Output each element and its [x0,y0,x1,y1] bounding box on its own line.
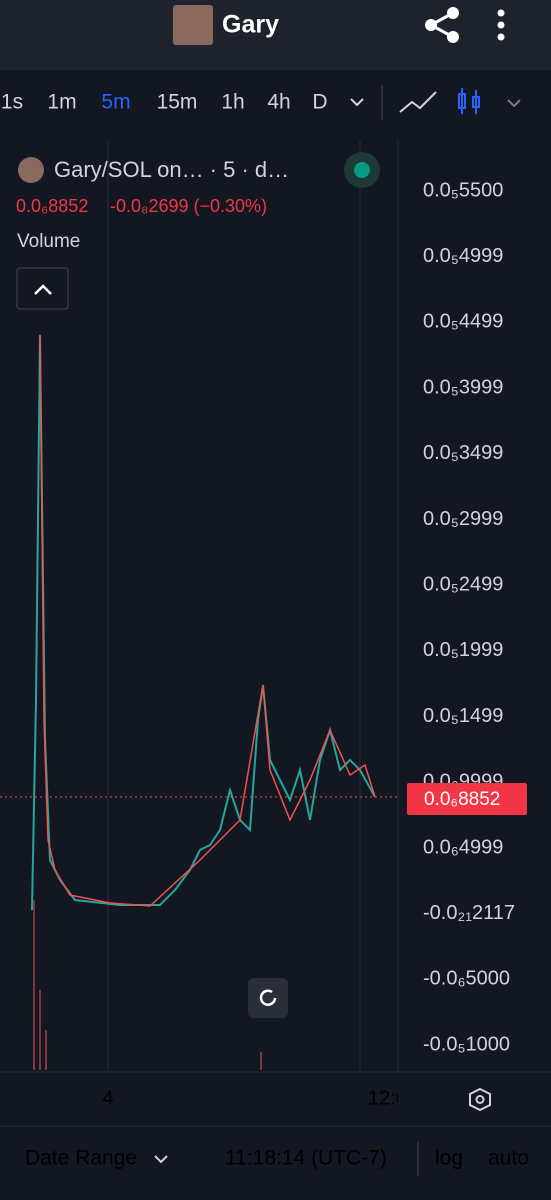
timeframe[interactable]: 1s [1,91,23,114]
price-label: 0.0₅4499 [423,311,503,333]
last-price-box [407,783,527,815]
title: Gary [222,11,279,39]
collapse-icon [34,284,52,295]
top-bar [0,0,551,70]
settings-icon[interactable] [469,1087,491,1112]
timeframe[interactable]: D [312,91,327,114]
timeframe[interactable]: 1m [47,91,76,114]
line-style[interactable] [399,91,437,113]
last-price: 0.0₆8852 [424,789,500,810]
reset-icon [259,989,277,1006]
dropdown[interactable] [507,99,521,108]
price-label: 0.0₅2999 [423,508,503,530]
grid [107,140,361,1070]
price-label: -0.0₅1000 [423,1033,510,1055]
volume-bars [33,900,262,1070]
timeframe[interactable]: 1h [221,91,244,114]
candle-style[interactable] [458,88,480,114]
chart-area [0,136,551,1126]
legend-price: 0.0₆8852 [16,196,88,216]
dropdown[interactable] [350,98,364,107]
collapse-button[interactable] [16,267,69,310]
price-label: 0.0₅4999 [423,245,503,267]
clock: 11:18:14 (UTC-7) [225,1147,387,1170]
share-icon[interactable] [425,7,459,43]
date-range[interactable]: Date Range [25,1147,137,1170]
price-label: 0.0₆4999 [423,836,503,858]
time-label: 4 [102,1087,113,1109]
legend-change: -0.0₈2699 (−0.30%) [110,196,267,216]
status-dot [354,162,370,178]
timeframe-bar: 1s 1m 5m 15m 1h 4h D [1,91,328,114]
symbol-icon [18,157,44,183]
price-line [39,334,376,907]
timeframe[interactable]: 4h [267,91,290,114]
price-label: -0.0₂₁2117 [423,902,515,924]
volume-label: Volume [17,231,80,252]
price-label: 0.0₅3999 [423,376,503,398]
price-line [31,334,376,911]
price-label: 0.0₅5500 [423,179,503,201]
dropdown[interactable] [154,1155,168,1164]
menu-icon[interactable] [497,9,505,41]
avatar [173,5,213,45]
price-label: -0.0₆5000 [423,968,510,990]
price-label: 0.0₅1499 [423,705,503,727]
reset-button[interactable] [248,978,288,1018]
price-label: 0.0₅3499 [423,442,503,464]
axis-corner [398,1073,551,1125]
timeframe[interactable]: 5m [101,91,130,114]
timeframe[interactable]: 15m [157,91,198,114]
price-label: 0.0₅2499 [423,573,503,595]
auto-toggle[interactable]: auto [488,1147,529,1170]
symbol: Gary/SOL on… · 5 · d… [54,157,289,182]
price-label: 0.0₅1999 [423,639,503,661]
time-label: 12:0 [368,1087,407,1109]
log-toggle[interactable]: log [435,1147,463,1170]
